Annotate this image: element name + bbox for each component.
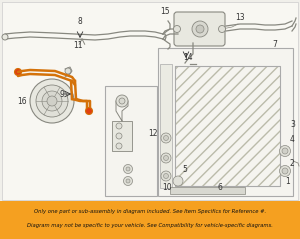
Bar — [105, 86, 157, 196]
Circle shape — [119, 98, 125, 104]
Text: 13: 13 — [235, 12, 244, 22]
Circle shape — [161, 153, 171, 163]
Circle shape — [2, 34, 8, 40]
Circle shape — [65, 68, 71, 74]
Text: Diagram may not be specific to your vehicle. See Compatibility for vehicle-speci: Diagram may not be specific to your vehi… — [27, 223, 273, 228]
Text: 15: 15 — [160, 6, 169, 16]
Circle shape — [126, 167, 130, 171]
Text: 16: 16 — [17, 97, 27, 105]
Text: 10: 10 — [162, 183, 172, 191]
Text: 12: 12 — [148, 130, 158, 138]
Text: Only one part or sub-assembly in diagram included. See Item Specifics for Refere: Only one part or sub-assembly in diagram… — [34, 208, 266, 213]
Text: 5: 5 — [182, 164, 187, 174]
Circle shape — [36, 85, 68, 117]
Text: 14: 14 — [183, 53, 193, 61]
Circle shape — [124, 164, 133, 174]
Circle shape — [47, 96, 57, 106]
Text: 4: 4 — [290, 135, 295, 143]
Circle shape — [282, 168, 288, 174]
Circle shape — [124, 176, 133, 185]
Circle shape — [126, 179, 130, 183]
Text: 6: 6 — [218, 183, 223, 191]
Circle shape — [196, 25, 204, 33]
Circle shape — [42, 91, 62, 111]
Circle shape — [282, 148, 288, 154]
Bar — [160, 64, 172, 188]
Circle shape — [218, 26, 226, 33]
Bar — [170, 187, 245, 194]
Circle shape — [85, 108, 92, 114]
Circle shape — [173, 26, 181, 33]
Bar — [2, 2, 298, 200]
Text: 8: 8 — [78, 16, 83, 26]
FancyBboxPatch shape — [174, 12, 225, 46]
Text: 3: 3 — [290, 120, 295, 129]
Bar — [0, 201, 300, 239]
Circle shape — [280, 165, 290, 176]
Text: 9: 9 — [60, 89, 65, 98]
Circle shape — [164, 174, 169, 179]
Circle shape — [164, 136, 169, 141]
Bar — [158, 48, 293, 196]
Circle shape — [116, 133, 122, 139]
Bar — [112, 121, 132, 151]
Text: 7: 7 — [272, 39, 277, 49]
Circle shape — [161, 171, 171, 181]
Circle shape — [30, 79, 74, 123]
Circle shape — [280, 146, 290, 157]
Circle shape — [173, 176, 183, 186]
Circle shape — [116, 123, 122, 129]
Text: 2: 2 — [290, 159, 295, 168]
Text: 11: 11 — [73, 40, 82, 49]
Circle shape — [116, 143, 122, 149]
Circle shape — [161, 133, 171, 143]
Circle shape — [164, 156, 169, 161]
Bar — [175, 66, 280, 186]
Circle shape — [14, 69, 22, 76]
Circle shape — [116, 95, 128, 107]
Bar — [175, 66, 280, 186]
Text: 1: 1 — [285, 178, 290, 186]
Circle shape — [192, 21, 208, 37]
